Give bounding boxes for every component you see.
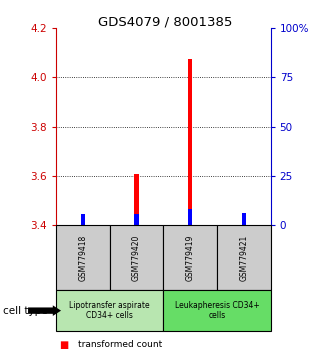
Text: GSM779421: GSM779421: [239, 234, 248, 281]
Text: GDS4079 / 8001385: GDS4079 / 8001385: [98, 16, 232, 29]
Text: Lipotransfer aspirate
CD34+ cells: Lipotransfer aspirate CD34+ cells: [69, 301, 150, 320]
Bar: [188, 209, 192, 225]
Text: GSM779420: GSM779420: [132, 234, 141, 281]
Bar: [188, 59, 192, 225]
Bar: [163, 225, 217, 290]
Bar: [56, 290, 163, 331]
Bar: [217, 225, 271, 290]
Text: ■: ■: [59, 340, 69, 350]
Bar: [163, 290, 271, 331]
Bar: [110, 225, 163, 290]
Bar: [134, 214, 139, 225]
Bar: [134, 175, 139, 225]
Text: cell type: cell type: [3, 306, 48, 316]
Text: transformed count: transformed count: [78, 340, 162, 349]
Bar: [242, 212, 246, 225]
Text: GSM779418: GSM779418: [79, 234, 87, 281]
Bar: [81, 214, 85, 225]
Bar: [242, 217, 246, 225]
Bar: [56, 225, 110, 290]
Bar: [81, 221, 85, 225]
Text: Leukapheresis CD34+
cells: Leukapheresis CD34+ cells: [175, 301, 259, 320]
Text: GSM779419: GSM779419: [186, 234, 195, 281]
